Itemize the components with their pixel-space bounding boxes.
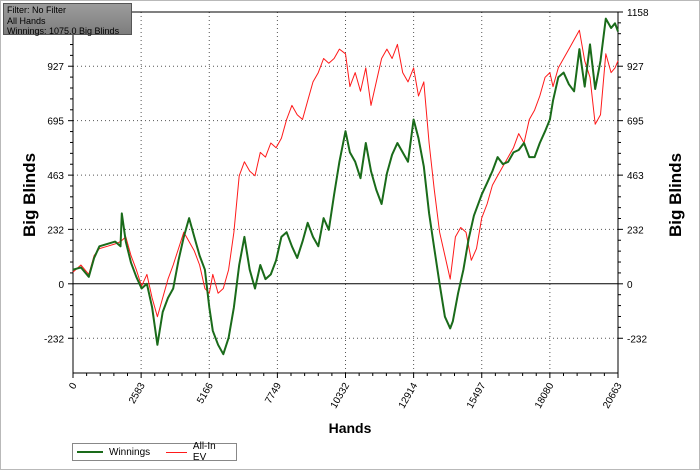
y-tick-label-left: 695 [47,117,64,128]
legend-item-allin: All-In EV [166,441,224,463]
y-tick-label-right: 463 [627,171,644,182]
y-tick-label-left: 0 [58,280,64,291]
y-tick-label-right: 0 [627,280,633,291]
x-tick-label: 2583 [127,381,148,406]
y-tick-label-right: -232 [627,334,647,345]
series-line-winnings [72,17,619,356]
info-box: Filter: No Filter All Hands Winnings: 10… [3,3,132,36]
y-tick-label-right: 1158 [627,8,649,19]
x-tick-label: 20663 [601,381,625,411]
y-tick-label-left: 232 [47,225,64,236]
legend-swatch-allin [166,451,187,453]
x-axis-label: Hands [328,420,372,436]
legend: Winnings All-In EV [72,441,237,463]
x-tick-label: 18080 [533,381,557,411]
y-axis-label-right: Big Blinds [666,152,685,238]
y-axis-label-left: Big Blinds [20,152,39,238]
legend-label-allin: All-In EV [192,441,216,463]
filter-text: Filter: No Filter [7,5,67,15]
x-tick-label: 15497 [465,381,489,411]
y-tick-label-left: 927 [47,62,64,73]
legend-item-winnings: Winnings [77,447,150,458]
y-tick-label-left: 463 [47,171,64,182]
y-tick-label-right: 232 [627,225,644,236]
y-tick-label-right: 927 [627,62,644,73]
y-tick-label-left: -232 [44,334,64,345]
hands-text: All Hands [7,15,46,26]
x-tick-label: 0 [67,381,80,392]
x-tick-label: 12914 [397,381,421,411]
legend-swatch-winnings [77,451,103,453]
x-tick-label: 5166 [195,381,216,406]
legend-label-winnings: Winnings [109,446,151,458]
series-line-allin-ev [72,29,619,318]
x-tick-label: 10332 [329,381,353,411]
x-tick-label: 7749 [263,381,284,406]
winnings-text: Winnings: 1075.0 Big Blinds [7,26,120,36]
y-tick-label-right: 695 [627,117,644,128]
